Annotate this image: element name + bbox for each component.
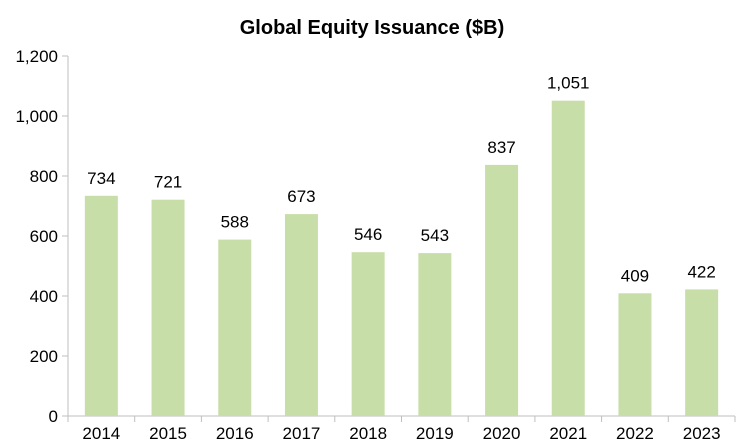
data-label-2016: 588 bbox=[221, 213, 249, 232]
data-label-2017: 673 bbox=[287, 187, 315, 206]
x-tick-label-2014: 2014 bbox=[82, 424, 120, 443]
x-tick-label-2017: 2017 bbox=[283, 424, 321, 443]
x-tick-label-2019: 2019 bbox=[416, 424, 454, 443]
y-tick-label: 1,000 bbox=[15, 107, 58, 126]
bar-2021 bbox=[551, 100, 585, 416]
y-tick-label: 800 bbox=[30, 167, 58, 186]
y-tick-label: 200 bbox=[30, 347, 58, 366]
bar-2022 bbox=[618, 293, 652, 416]
data-label-2023: 422 bbox=[687, 262, 715, 281]
y-tick-label: 400 bbox=[30, 287, 58, 306]
x-tick-label-2021: 2021 bbox=[549, 424, 587, 443]
bar-2023 bbox=[685, 289, 719, 416]
data-label-2019: 543 bbox=[421, 226, 449, 245]
data-label-2018: 546 bbox=[354, 225, 382, 244]
bar-2016 bbox=[218, 239, 252, 416]
bar-2014 bbox=[84, 195, 118, 416]
x-tick-label-2016: 2016 bbox=[216, 424, 254, 443]
data-label-2015: 721 bbox=[154, 173, 182, 192]
chart-title: Global Equity Issuance ($B) bbox=[240, 17, 505, 39]
y-tick-label: 600 bbox=[30, 227, 58, 246]
bar-2017 bbox=[284, 214, 318, 416]
data-label-2014: 734 bbox=[87, 169, 115, 188]
data-labels: 734 721 588 673 546 543 837 1,051 409 422 bbox=[87, 74, 716, 286]
x-tick-label-2020: 2020 bbox=[483, 424, 521, 443]
x-tick-label-2015: 2015 bbox=[149, 424, 187, 443]
data-label-2020: 837 bbox=[487, 138, 515, 157]
y-tick-label: 0 bbox=[49, 407, 58, 426]
y-tick-label: 1,200 bbox=[15, 47, 58, 66]
bar-2019 bbox=[418, 253, 452, 416]
bar-2020 bbox=[485, 164, 519, 416]
x-tick-label-2018: 2018 bbox=[349, 424, 387, 443]
x-axis: 2014 2015 2016 2017 2018 2019 2020 2021 2022 2023 bbox=[67, 415, 736, 443]
x-tick-label-2023: 2023 bbox=[683, 424, 721, 443]
bars bbox=[84, 100, 719, 416]
data-label-2021: 1,051 bbox=[547, 74, 590, 93]
y-axis: 0 200 400 600 800 1,000 1,200 bbox=[15, 47, 69, 426]
bar-2018 bbox=[351, 252, 385, 416]
x-tick-label-2022: 2022 bbox=[616, 424, 654, 443]
data-label-2022: 409 bbox=[621, 266, 649, 285]
bar-2015 bbox=[151, 199, 185, 416]
